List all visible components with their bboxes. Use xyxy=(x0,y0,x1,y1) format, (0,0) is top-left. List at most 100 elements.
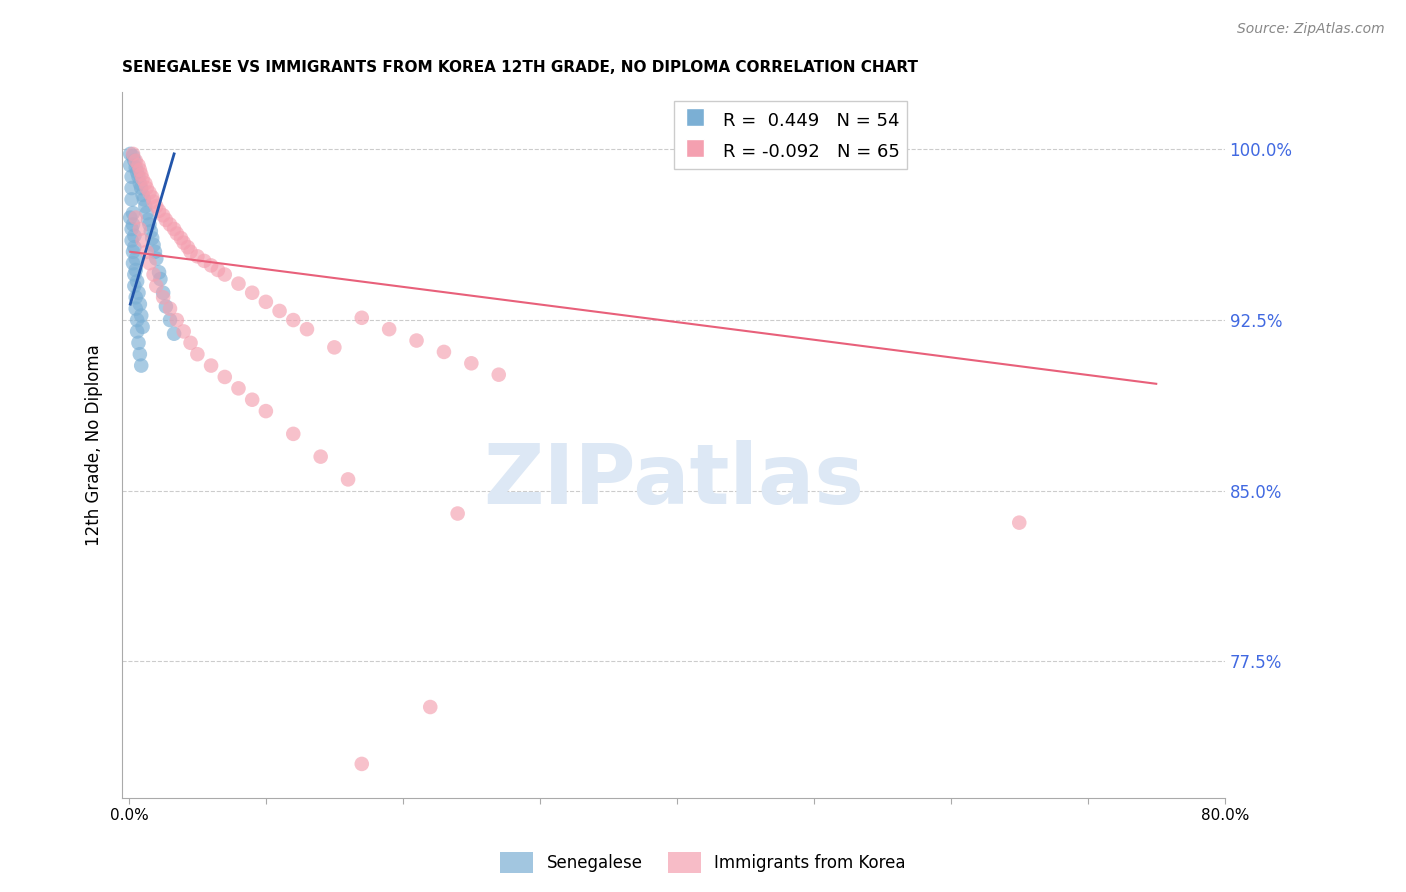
Point xyxy=(121,181,143,195)
Point xyxy=(131,172,153,186)
Point xyxy=(134,199,156,213)
Point xyxy=(295,322,318,336)
Point xyxy=(152,290,174,304)
Point xyxy=(139,224,162,238)
Point xyxy=(159,301,181,316)
Point xyxy=(129,167,152,181)
Point xyxy=(152,285,174,300)
Point xyxy=(122,244,145,259)
Point xyxy=(135,181,157,195)
Point xyxy=(125,290,148,304)
Point xyxy=(127,335,149,350)
Point xyxy=(125,211,148,225)
Point xyxy=(125,252,148,266)
Point xyxy=(138,186,160,200)
Point xyxy=(121,193,143,207)
Point xyxy=(419,700,441,714)
Point xyxy=(135,244,157,259)
Point xyxy=(129,359,152,373)
Point xyxy=(488,368,510,382)
Point xyxy=(207,263,229,277)
Point xyxy=(323,340,346,354)
Point xyxy=(269,304,291,318)
Point xyxy=(152,208,174,222)
Point xyxy=(124,268,146,282)
Point xyxy=(124,240,146,254)
Text: Source: ZipAtlas.com: Source: ZipAtlas.com xyxy=(1237,22,1385,37)
Point xyxy=(125,301,148,316)
Point xyxy=(214,268,236,282)
Point xyxy=(142,238,165,252)
Point xyxy=(127,169,149,184)
Point xyxy=(173,235,195,250)
Point xyxy=(337,472,360,486)
Point xyxy=(141,190,163,204)
Point xyxy=(127,158,149,172)
Point xyxy=(200,359,222,373)
Point xyxy=(1008,516,1031,530)
Point xyxy=(460,356,482,370)
Point xyxy=(120,211,142,225)
Point xyxy=(155,299,177,313)
Point xyxy=(350,756,373,771)
Point xyxy=(142,268,165,282)
Point xyxy=(159,218,181,232)
Point xyxy=(240,392,263,407)
Point xyxy=(240,285,263,300)
Point xyxy=(128,162,150,177)
Point xyxy=(186,347,208,361)
Point xyxy=(433,345,456,359)
Point xyxy=(131,319,153,334)
Point xyxy=(170,231,193,245)
Point xyxy=(143,244,166,259)
Point xyxy=(122,206,145,220)
Point xyxy=(122,147,145,161)
Text: SENEGALESE VS IMMIGRANTS FROM KOREA 12TH GRADE, NO DIPLOMA CORRELATION CHART: SENEGALESE VS IMMIGRANTS FROM KOREA 12TH… xyxy=(122,60,918,75)
Point xyxy=(350,310,373,325)
Point xyxy=(163,326,186,341)
Point xyxy=(166,313,188,327)
Point xyxy=(129,309,152,323)
Point xyxy=(166,227,188,241)
Point xyxy=(141,231,163,245)
Point xyxy=(124,279,146,293)
Point xyxy=(309,450,332,464)
Point xyxy=(283,313,305,327)
Point xyxy=(129,181,152,195)
Point xyxy=(138,256,160,270)
Point xyxy=(145,199,167,213)
Point xyxy=(180,244,202,259)
Point xyxy=(145,279,167,293)
Point xyxy=(228,381,250,395)
Point xyxy=(120,147,142,161)
Point xyxy=(128,222,150,236)
Point xyxy=(148,265,170,279)
Point xyxy=(135,206,157,220)
Point xyxy=(122,256,145,270)
Point xyxy=(132,193,155,207)
Point xyxy=(131,233,153,247)
Point xyxy=(149,272,172,286)
Point xyxy=(283,426,305,441)
Point xyxy=(121,222,143,236)
Point xyxy=(193,253,215,268)
Point xyxy=(378,322,401,336)
Point xyxy=(122,149,145,163)
Point xyxy=(127,165,149,179)
Point xyxy=(145,252,167,266)
Point xyxy=(446,507,468,521)
Point xyxy=(127,325,149,339)
Point xyxy=(122,218,145,232)
Point xyxy=(148,203,170,218)
Point xyxy=(127,285,149,300)
Point xyxy=(138,218,160,232)
Legend: R =  0.449   N = 54, R = -0.092   N = 65: R = 0.449 N = 54, R = -0.092 N = 65 xyxy=(673,102,907,169)
Point xyxy=(159,313,181,327)
Point xyxy=(127,274,149,288)
Point xyxy=(177,240,200,254)
Point xyxy=(131,187,153,202)
Point xyxy=(155,213,177,227)
Point xyxy=(163,222,186,236)
Point xyxy=(180,335,202,350)
Point xyxy=(128,347,150,361)
